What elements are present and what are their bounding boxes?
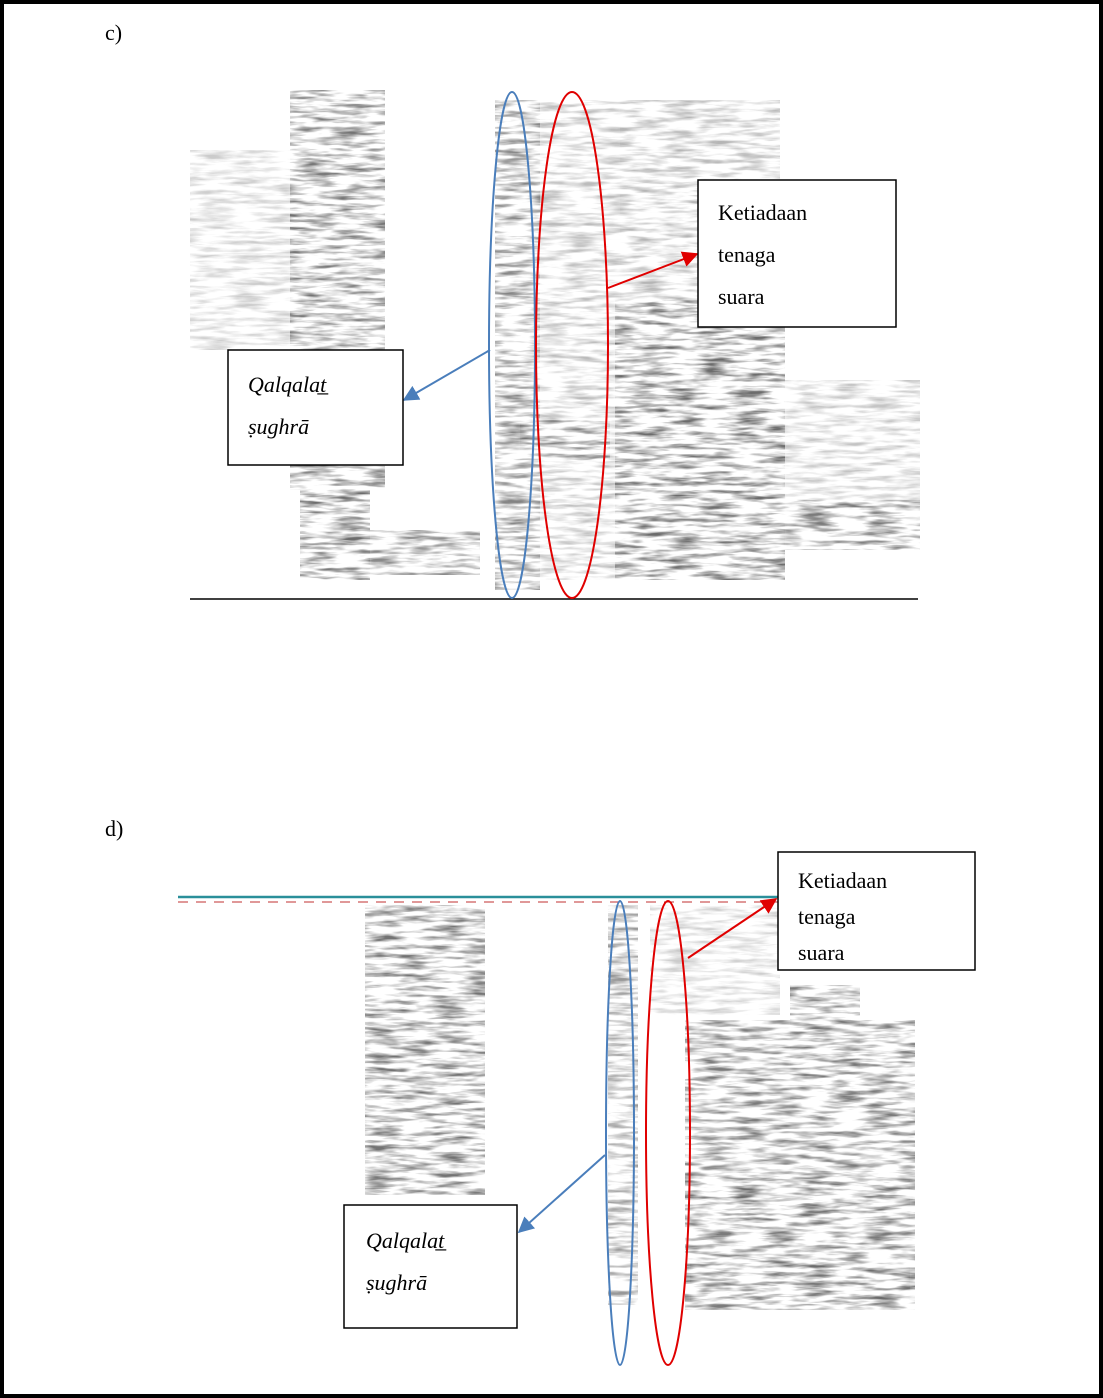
note-line: tenaga xyxy=(798,904,856,929)
note-line: Ketiadaan xyxy=(798,868,887,893)
note-line: Ketiadaan xyxy=(718,200,807,225)
note-line: Qalqalat̲ xyxy=(366,1228,447,1253)
spectrogram xyxy=(365,905,915,1310)
blue-arrow xyxy=(402,349,491,401)
note-box xyxy=(343,1204,518,1329)
note-box xyxy=(697,179,897,328)
note-box xyxy=(227,349,404,466)
red-ellipse xyxy=(535,91,609,599)
panel-label: d) xyxy=(105,816,123,841)
spectrogram xyxy=(190,90,920,590)
red-ellipse xyxy=(645,900,691,1366)
note-line: ṣughrā xyxy=(248,414,309,439)
blue-arrow xyxy=(517,1154,606,1234)
note-line: ṣughrā xyxy=(366,1270,427,1295)
note-line: Qalqalat̲ xyxy=(248,372,329,397)
note-line: suara xyxy=(718,284,765,309)
blue-ellipse xyxy=(605,900,635,1366)
note-line: tenaga xyxy=(718,242,776,267)
note-line: suara xyxy=(798,940,845,965)
red-arrow xyxy=(607,251,699,289)
red-arrow xyxy=(687,898,778,959)
note-box xyxy=(777,851,976,971)
panel-label: c) xyxy=(105,20,122,45)
